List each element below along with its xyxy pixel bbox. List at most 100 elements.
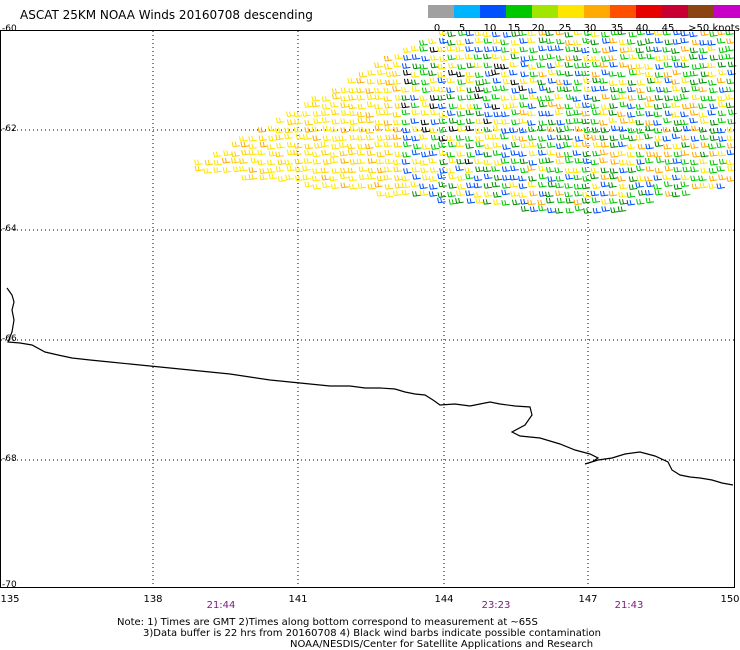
wind-barb: [518, 151, 527, 157]
wind-barb: [302, 111, 311, 117]
wind-barb: [646, 77, 656, 84]
wind-barb: [275, 166, 285, 172]
wind-barb: [619, 183, 628, 190]
wind-barb: [645, 38, 654, 44]
wind-barb: [574, 190, 583, 197]
wind-barb: [529, 47, 538, 54]
wind-barb: [599, 120, 608, 126]
wind-barb: [492, 38, 502, 44]
wind-barb: [547, 101, 557, 107]
wind-barb: [383, 96, 392, 102]
wind-barb: [293, 126, 303, 133]
wind-barb: [698, 103, 707, 109]
wind-barb: [620, 54, 629, 60]
wind-barb: [500, 39, 509, 46]
wind-barb: [430, 144, 440, 150]
wind-barb: [392, 79, 402, 85]
wind-barb: [564, 157, 574, 164]
wind-barb: [538, 173, 548, 180]
wind-barb: [401, 182, 411, 189]
wind-barb: [718, 101, 727, 108]
wind-barb: [475, 118, 485, 125]
wind-barb: [591, 96, 601, 102]
note-line-2: 3)Data buffer is 22 hrs from 20160708 4)…: [143, 628, 601, 639]
wind-barb: [592, 207, 602, 214]
wind-barb: [492, 192, 502, 198]
wind-barb: [322, 135, 332, 142]
wind-barb: [717, 95, 726, 102]
wind-barb: [609, 168, 619, 174]
wind-barb: [511, 109, 520, 116]
wind-barb: [691, 94, 701, 101]
wind-barb: [330, 183, 340, 190]
wind-barb: [574, 126, 584, 132]
wind-barb: [698, 54, 707, 60]
wind-barb: [635, 151, 645, 158]
wind-barb: [500, 158, 510, 164]
wind-barb: [483, 87, 492, 94]
wind-barb: [672, 158, 682, 164]
wind-barb: [437, 72, 446, 78]
wind-barb: [277, 159, 286, 165]
lat-label-66: -66: [2, 334, 17, 344]
wind-barb: [716, 127, 726, 134]
wind-barb: [592, 47, 601, 54]
wind-barb: [267, 167, 276, 174]
wind-barb: [483, 53, 492, 60]
wind-barb: [581, 47, 590, 54]
wind-barb: [475, 166, 484, 173]
wind-barb: [448, 157, 457, 164]
wind-barb: [707, 62, 716, 69]
wind-barb: [545, 30, 554, 37]
wind-barb: [340, 102, 349, 108]
wind-barb: [475, 136, 484, 142]
wind-barb: [709, 135, 719, 141]
wind-barb: [672, 85, 681, 92]
wind-barb: [609, 103, 618, 109]
wind-barb: [608, 55, 617, 61]
wind-barb: [626, 151, 636, 158]
wind-barb: [654, 189, 664, 196]
wind-barb: [545, 110, 554, 117]
antarctic-coastline: [6, 287, 734, 486]
wind-barb: [582, 158, 592, 164]
wind-barb: [502, 32, 512, 38]
wind-barb: [545, 191, 554, 198]
map-title: ASCAT 25KM NOAA Winds 20160708 descendin…: [20, 8, 313, 22]
wind-barb: [636, 165, 645, 172]
wind-barb: [691, 183, 701, 190]
wind-barb: [518, 192, 527, 198]
wind-barb: [284, 127, 293, 134]
wind-barb: [329, 126, 339, 133]
wind-barb: [518, 127, 528, 134]
wind-barb: [726, 78, 735, 85]
wind-barb: [672, 143, 682, 150]
wind-barb: [465, 46, 474, 52]
legend-swatch-0: [428, 5, 454, 18]
wind-barb: [474, 128, 484, 134]
wind-barb: [320, 141, 330, 148]
wind-barb: [437, 103, 447, 110]
wind-barb: [374, 119, 384, 126]
wind-barb: [726, 176, 736, 182]
wind-barb: [707, 109, 716, 116]
wind-barb: [617, 87, 627, 94]
wind-barb: [500, 71, 510, 78]
wind-barb: [599, 157, 608, 164]
wind-barb: [691, 64, 701, 70]
wind-barb: [483, 151, 492, 158]
wind-barb: [286, 165, 296, 172]
wind-barb: [716, 77, 726, 84]
wind-barb: [610, 207, 619, 213]
wind-barb: [465, 125, 475, 132]
wind-barb: [448, 103, 458, 110]
wind-barb: [581, 118, 590, 125]
wind-barb: [429, 77, 439, 84]
wind-barb: [547, 134, 556, 141]
wind-barb: [655, 55, 665, 62]
wind-barb: [707, 45, 716, 51]
wind-barb: [439, 168, 448, 174]
legend-swatch-8: [636, 5, 662, 18]
wind-barb: [610, 159, 619, 165]
wind-barb: [492, 125, 502, 132]
